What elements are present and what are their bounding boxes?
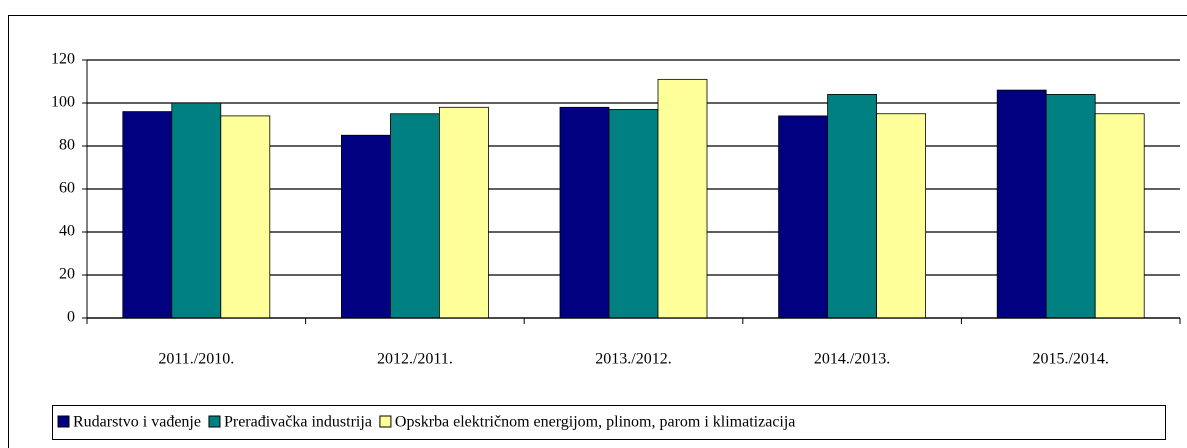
bar (1045, 94, 1096, 319)
legend-label: Opskrba električnom energijom, plinom, p… (395, 414, 795, 431)
bar (559, 106, 610, 319)
x-tick-label: 2013./2012. (595, 351, 671, 368)
y-tick-label: 60 (59, 180, 75, 197)
x-tick-label: 2014./2013. (814, 351, 890, 368)
x-tick-label: 2011./2010. (158, 351, 234, 368)
x-tick-label: 2012./2011. (377, 351, 453, 368)
legend-label: Prerađivačka industrija (224, 414, 372, 431)
y-tick-label: 80 (59, 137, 75, 154)
bar (220, 115, 271, 319)
bar (1094, 113, 1145, 319)
bar (778, 115, 828, 319)
y-tick-label: 20 (59, 266, 75, 283)
bar (122, 111, 173, 319)
bar (657, 78, 708, 319)
legend-box (52, 405, 1166, 440)
bar (171, 102, 222, 319)
y-tick-label: 120 (51, 51, 75, 68)
y-tick-label: 0 (67, 309, 75, 326)
y-tick-label: 40 (59, 223, 75, 240)
bar (438, 106, 489, 319)
x-tick-label: 2015./2014. (1032, 351, 1108, 368)
y-tick-label: 100 (51, 94, 75, 111)
bar (876, 113, 926, 319)
bar (827, 94, 877, 319)
legend-swatch (57, 415, 70, 428)
legend-swatch (379, 415, 392, 428)
legend-label: Rudarstvo i vađenje (73, 414, 201, 431)
bar (340, 134, 391, 319)
bar (389, 113, 440, 319)
bar (996, 89, 1047, 319)
bar (608, 109, 659, 319)
legend-swatch (208, 415, 221, 428)
